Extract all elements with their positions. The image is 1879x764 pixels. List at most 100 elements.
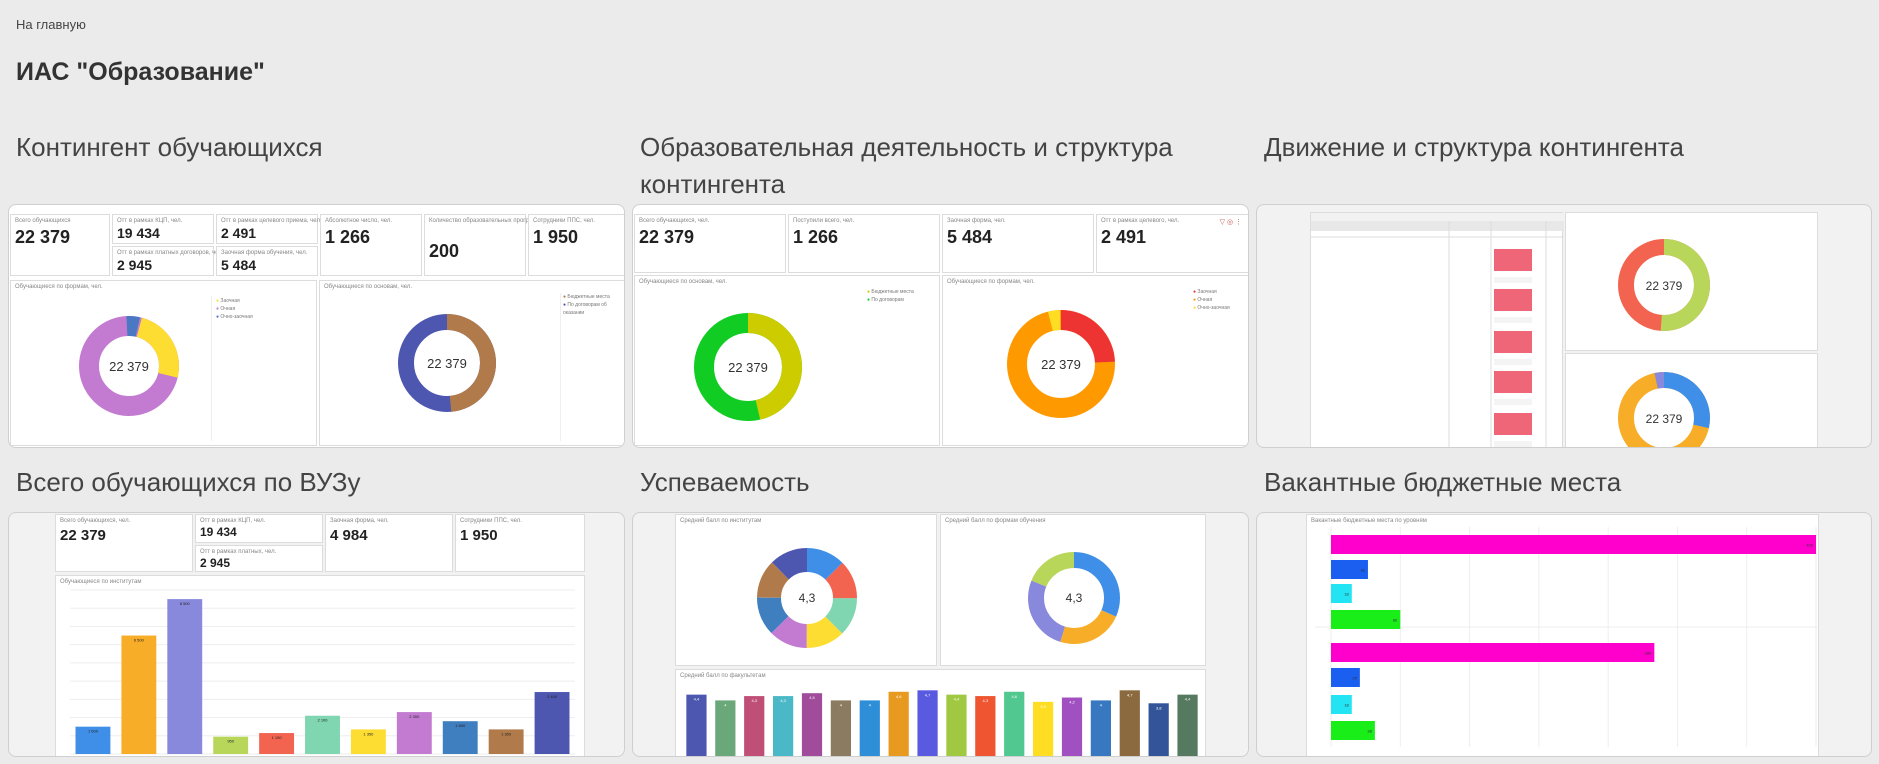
bar: [121, 635, 157, 754]
donut-slice: [1028, 552, 1120, 644]
chart-title: Вакантные бюджетные места по уровням: [1311, 518, 1427, 524]
bar-value-label: 4: [869, 702, 872, 707]
bar-value-label: 4,4: [954, 697, 960, 702]
table-cell-flag: [1494, 413, 1532, 435]
donut-slice: [398, 314, 496, 412]
bar-value-label: 4: [1100, 702, 1103, 707]
donut-slice: [79, 316, 179, 416]
bar: [801, 693, 823, 756]
legend-item: ● Бюджетные места: [867, 288, 914, 296]
bar-value-label: 25: [1352, 676, 1357, 681]
table-header: [1311, 213, 1564, 221]
bar-value-label: 1 150: [272, 735, 283, 740]
bar: [975, 696, 996, 756]
movement-table-grid: [1311, 213, 1564, 447]
divider: [560, 293, 561, 441]
chart-title: Средний балл по факультетам: [680, 673, 766, 679]
chart-panel-forms: Средний балл по формам обучения 4,3: [940, 514, 1206, 666]
donut-chart-forms: 22 379: [1007, 310, 1115, 418]
card-uspevaemost[interactable]: Средний балл по институтам 4,3 Средний б…: [632, 512, 1249, 757]
kpi-label: Отт в рамках целевого приема, чел.: [221, 218, 322, 224]
donut-center-label: 22 379: [1646, 412, 1683, 426]
bar-value-label: 1 350: [363, 731, 374, 736]
legend-dot-icon: ●: [867, 289, 871, 295]
bar: [1119, 690, 1140, 756]
bar-value-label: 1 350: [501, 731, 512, 736]
card-educational[interactable]: Всего обучающихся, чел. 22 379 Поступили…: [632, 204, 1249, 448]
bar-value-label: 4,6: [1011, 694, 1017, 699]
chart-title: Средний балл по институтам: [680, 518, 762, 524]
table-cell: [1494, 317, 1532, 323]
donut-chart-institutes: 4,3: [757, 548, 857, 648]
chart-panel-movement-1: 22 379: [1565, 212, 1818, 351]
kpi-value: 19 434: [117, 225, 160, 241]
legend-dot-icon: ●: [1193, 305, 1197, 311]
bar: [1331, 643, 1655, 662]
bar: [350, 729, 386, 754]
donut-slice: [694, 313, 802, 421]
donut-slice: [1007, 310, 1115, 418]
legend-item: ● Очная: [216, 305, 253, 313]
kpi-tile: Всего обучающихся, чел. 22 379: [634, 214, 786, 273]
kpi-value: 2 945: [200, 556, 231, 570]
legend-label: Очная: [1197, 297, 1213, 303]
table-subheader: [1311, 221, 1564, 231]
table-cell: [1494, 441, 1532, 447]
legend-label: По договорам об оказании: [563, 302, 607, 316]
bar-value-label: 4,7: [925, 692, 931, 697]
donut-slice: [757, 548, 857, 648]
legend-item: ● Заочная: [216, 297, 253, 305]
kpi-tile: Отт в рамках целевого, чел. 2 491 ▽ ◎ ⋮: [1096, 214, 1248, 273]
bar: [1331, 668, 1360, 687]
kpi-tile: Отт в рамках платных, чел. 2 945: [195, 545, 323, 572]
bar-value-label: 4,3: [983, 698, 989, 703]
card-movement[interactable]: 22 379 22 379: [1256, 204, 1872, 448]
kpi-tile: Всего обучающихся 22 379: [10, 214, 110, 276]
legend: ● Бюджетные места ● По договорам: [867, 288, 914, 304]
back-link[interactable]: На главную: [16, 17, 86, 32]
bar-value-label: 2 100: [317, 718, 328, 723]
kpi-tile: Абсолютное число, чел. 1 266: [320, 214, 422, 276]
donut-slice: [1007, 310, 1115, 418]
kpi-label: Поступили всего, чел.: [793, 218, 855, 224]
donut-slice: [1618, 239, 1710, 331]
chart-panel-forms: Обучающиеся по формам, чел. 22 379 ● Зао…: [10, 280, 317, 446]
bar: [1331, 560, 1368, 579]
bar-value-label: 4: [724, 702, 727, 707]
chart-title: Обучающиеся по формам, чел.: [947, 279, 1035, 285]
card-title-movement[interactable]: Движение и структура контингента: [1264, 132, 1684, 162]
table-cell-flag: [1494, 289, 1532, 311]
bar: [1331, 695, 1352, 714]
card-title-kontingent[interactable]: Контингент обучающихся: [16, 132, 323, 162]
bar-value-label: 38: [1367, 729, 1372, 734]
kpi-label: Всего обучающихся, чел.: [639, 218, 710, 224]
kpi-value: 2 945: [117, 257, 153, 273]
chart-panel-institutes: Средний балл по институтам 4,3: [675, 514, 937, 666]
filter-icon[interactable]: ▽ ◎ ⋮: [1219, 219, 1242, 226]
kpi-label: Отт в рамках платных, чел.: [200, 549, 277, 555]
card-title-uspevaemost[interactable]: Успеваемость: [640, 467, 810, 497]
card-vacant[interactable]: Вакантные бюджетные места по уровням 420…: [1256, 512, 1872, 757]
kpi-tile: Заочная форма, чел. 5 484: [942, 214, 1094, 273]
card-kontingent[interactable]: Всего обучающихся 22 379 Отт в рамках КЦ…: [8, 204, 625, 448]
chart-panel-institutes: Обучающиеся по институтам 1 500 6 500 8 50…: [55, 575, 585, 756]
donut-center-label: 4,3: [799, 591, 816, 605]
card-title-educational[interactable]: Образовательная деятельность и структура…: [640, 132, 1173, 199]
bar-value-label: 4: [840, 702, 843, 707]
kpi-value: 5 484: [947, 227, 993, 247]
legend: ● Заочная ● Очная ● Очно-заочная: [216, 297, 253, 321]
card-title-vuz[interactable]: Всего обучающихся по ВУЗу: [16, 467, 361, 497]
bar-value-label: 1 800: [455, 723, 466, 728]
card-vuz[interactable]: Всего обучающихся, чел. 22 379 Отт в рам…: [8, 512, 625, 757]
bar-chart-faculties: 4,4 4 4,3 4,3 4,5 4 4 4,6 4,7 4,4 4,3 4,6 3,9 4,2 4 4,7…: [686, 690, 1198, 756]
table-cell: [1494, 359, 1532, 365]
card-title-vacant[interactable]: Вакантные бюджетные места: [1264, 467, 1622, 497]
bar-value-label: 2 300: [409, 714, 420, 719]
kpi-label: Отт в рамках целевого, чел.: [1101, 218, 1180, 224]
bar-chart-vacant: 420 32 18 60 280 25 18 38: [1315, 527, 1820, 747]
legend-label: Очно-заочная: [220, 314, 253, 320]
bar-value-label: 3 400: [547, 694, 558, 699]
donut-center-label: 22 379: [1041, 357, 1081, 372]
legend-label: Бюджетные места: [567, 294, 610, 300]
table-cell-flag: [1494, 371, 1532, 393]
